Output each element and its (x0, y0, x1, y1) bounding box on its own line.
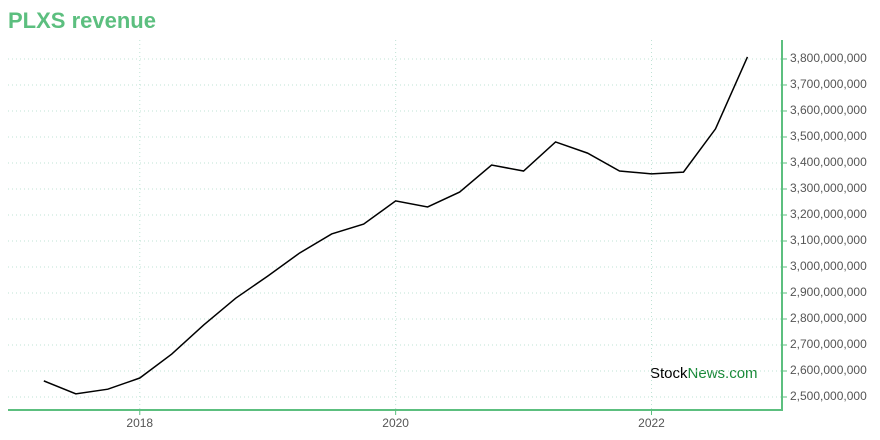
watermark: StockNews.com (650, 365, 758, 382)
y-tick-label: 3,300,000,000 (790, 181, 867, 195)
watermark-part: Stock (650, 365, 688, 382)
chart-title: PLXS revenue (8, 8, 156, 33)
data-line (43, 56, 749, 395)
x-tick-label: 2022 (638, 416, 665, 430)
y-tick-label: 3,200,000,000 (790, 207, 867, 221)
y-tick-label: 2,900,000,000 (790, 285, 867, 299)
y-tick-label: 3,600,000,000 (790, 103, 867, 117)
y-tick-label: 2,500,000,000 (790, 389, 867, 403)
y-tick-label: 3,800,000,000 (790, 51, 867, 65)
y-tick-label: 2,800,000,000 (790, 311, 867, 325)
y-tick-label: 3,400,000,000 (790, 155, 867, 169)
watermark-part: News.com (688, 365, 758, 382)
y-tick-label: 3,000,000,000 (790, 259, 867, 273)
x-tick-label: 2018 (126, 416, 153, 430)
x-tick-label: 2020 (382, 416, 409, 430)
y-tick-label: 3,100,000,000 (790, 233, 867, 247)
y-tick-label: 2,700,000,000 (790, 337, 867, 351)
y-tick-label: 3,700,000,000 (790, 77, 867, 91)
y-tick-label: 3,500,000,000 (790, 129, 867, 143)
y-tick-label: 2,600,000,000 (790, 363, 867, 377)
